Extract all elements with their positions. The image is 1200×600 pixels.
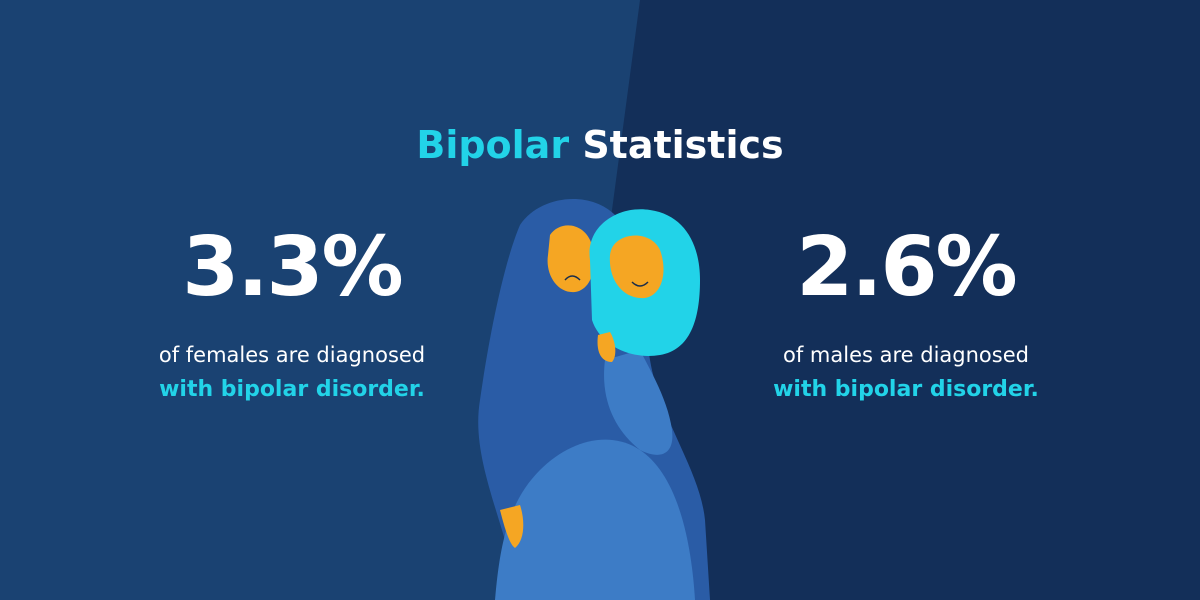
title-rest: Statistics <box>582 123 783 167</box>
stat-text: of males are diagnosed <box>783 343 1029 367</box>
stat-text: of females are diagnosed <box>159 343 425 367</box>
stat-text-highlight: with bipolar disorder. <box>773 377 1039 402</box>
stat-value: 2.6% <box>796 220 1015 315</box>
illustration <box>478 198 710 600</box>
background-right <box>560 0 1200 600</box>
stat-text-highlight: with bipolar disorder. <box>159 377 425 402</box>
title: Bipolar Statistics <box>416 123 783 167</box>
title-space <box>569 123 582 167</box>
stat-value: 3.3% <box>182 220 401 315</box>
title-highlight: Bipolar <box>416 123 569 167</box>
